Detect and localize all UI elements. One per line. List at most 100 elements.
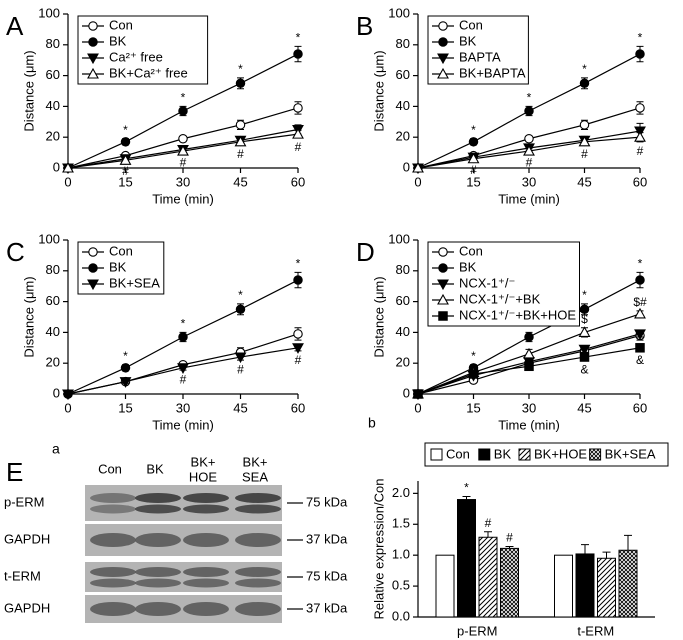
legend-label: NCX-1⁺/⁻+BK+HOE <box>459 307 576 322</box>
legend-marker <box>438 263 448 273</box>
blot-strip <box>85 562 282 592</box>
blot-band <box>90 504 136 514</box>
significance-mark: * <box>471 123 476 137</box>
x-tick-label: 60 <box>291 174 305 189</box>
significance-mark: # <box>237 362 244 376</box>
data-point <box>235 120 246 130</box>
bar <box>435 554 455 618</box>
data-point <box>524 361 534 372</box>
legend-label: BK+Ca²⁺ free <box>109 65 188 80</box>
legend-label: BAPTA <box>459 49 501 64</box>
data-point <box>579 304 590 315</box>
x-tick-label: 60 <box>291 400 305 415</box>
x-tick-label: 45 <box>577 174 591 189</box>
significance-mark: # <box>237 147 244 161</box>
data-point <box>635 103 645 113</box>
data-point <box>634 131 646 142</box>
x-tick-label: 30 <box>522 174 536 189</box>
significance-mark: * <box>238 288 243 302</box>
blot-band <box>135 493 181 503</box>
y-axis-label: Relative expression/Con <box>371 479 386 620</box>
x-tick-label: 30 <box>522 400 536 415</box>
legend-marker <box>438 247 448 257</box>
data-point <box>635 49 645 59</box>
panel-letter: C <box>6 237 25 267</box>
bar <box>597 557 616 618</box>
subpanel-letter: a <box>52 441 60 457</box>
significance-mark: # <box>526 156 533 170</box>
legend-label: Con <box>459 243 483 258</box>
y-tick-label: 100 <box>388 5 410 20</box>
y-tick-label: 80 <box>396 36 410 51</box>
legend-label: BK <box>109 33 127 48</box>
legend-marker <box>437 293 449 305</box>
error-bar <box>462 495 471 500</box>
data-point <box>523 144 535 156</box>
lane-label: BK <box>146 461 164 476</box>
legend-marker <box>87 279 99 291</box>
blot-band <box>235 602 281 616</box>
significance-mark: # <box>180 156 187 170</box>
y-tick-label: 20 <box>396 129 410 144</box>
y-tick-label: 60 <box>46 293 60 308</box>
legend-label: BK <box>459 259 477 274</box>
significance-mark: # <box>180 372 187 386</box>
legend-marker <box>437 67 449 79</box>
data-point <box>62 389 74 401</box>
legend-marker <box>88 247 98 257</box>
legend-marker <box>437 53 449 65</box>
lane-label: SEA <box>242 469 268 484</box>
data-point <box>578 135 591 147</box>
y-tick-label: 80 <box>46 262 60 277</box>
data-point <box>293 275 303 285</box>
legend-label: Con <box>459 17 483 32</box>
data-point <box>120 137 131 147</box>
data-point <box>468 369 479 379</box>
data-point <box>234 135 247 147</box>
x-tick-label: 15 <box>466 400 480 415</box>
y-tick-label: 0.0 <box>392 608 410 623</box>
data-point <box>62 161 74 173</box>
legend-label: Con <box>109 243 133 258</box>
x-tick-label: t-ERM <box>577 623 614 638</box>
blot-band <box>183 493 229 503</box>
significance-mark: * <box>464 481 469 495</box>
blot-band <box>135 602 181 616</box>
lane-label: BK+ <box>191 454 216 469</box>
data-point <box>634 329 646 341</box>
row-label: p-ERM <box>4 494 44 509</box>
bar <box>575 553 595 618</box>
legend-label: Con <box>446 446 470 461</box>
x-tick-label: p-ERM <box>457 623 497 638</box>
significance-mark: # <box>506 531 513 545</box>
bar <box>478 536 498 618</box>
bar <box>500 547 519 618</box>
error-bar <box>581 544 589 554</box>
data-point <box>412 161 424 173</box>
y-tick-label: 40 <box>46 324 60 339</box>
x-tick-label: 0 <box>414 174 421 189</box>
y-tick-label: 60 <box>396 67 410 82</box>
blot-strip <box>85 485 282 521</box>
data-point <box>178 332 188 342</box>
y-tick-label: 0 <box>53 385 60 400</box>
legend-label: BK <box>494 446 512 461</box>
data-point <box>578 344 591 356</box>
significance-mark: * <box>296 257 301 271</box>
data-point <box>524 133 534 144</box>
row-label: GAPDH <box>4 531 50 546</box>
legend-label: BK+HOE <box>534 446 587 461</box>
significance-mark: & <box>636 353 644 367</box>
y-tick-label: 40 <box>396 324 410 339</box>
data-point <box>635 275 645 285</box>
data-point <box>579 352 590 362</box>
y-tick-label: 100 <box>388 231 410 246</box>
blot-band <box>90 567 136 577</box>
legend-swatch <box>518 448 531 461</box>
blot-band <box>183 567 229 577</box>
y-tick-label: 80 <box>46 36 60 51</box>
data-point <box>524 106 534 116</box>
blot-band <box>90 578 136 588</box>
blot-band <box>90 533 136 547</box>
significance-mark: * <box>638 257 643 271</box>
